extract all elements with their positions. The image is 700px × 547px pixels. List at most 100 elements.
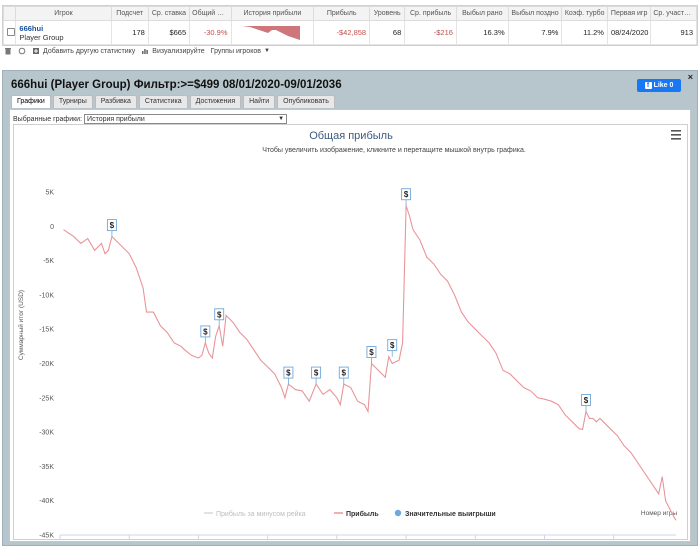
col-header-avg-profit[interactable]: Ср. прибыль bbox=[404, 6, 457, 21]
col-header-avg-entrants[interactable]: Ср. участник bbox=[650, 6, 697, 21]
big-win-marker[interactable]: $ bbox=[387, 339, 398, 357]
trash-icon bbox=[5, 48, 11, 55]
y-tick-label: -15K bbox=[39, 327, 54, 334]
player-groups-dropdown[interactable]: Группы игроков ▼ bbox=[211, 48, 270, 55]
big-win-marker-label: $ bbox=[203, 327, 208, 336]
close-icon[interactable]: × bbox=[687, 72, 693, 82]
big-win-marker[interactable]: $ bbox=[401, 188, 412, 206]
big-win-marker[interactable]: $ bbox=[106, 219, 117, 237]
y-tick-label: 5K bbox=[45, 190, 54, 197]
big-win-marker-label: $ bbox=[584, 396, 589, 405]
legend-label-rake: Прибыль за минусом рейка bbox=[216, 510, 306, 518]
panel-tabs: Графики Турниры Разбивка Статистика Дост… bbox=[11, 95, 335, 108]
big-win-marker-label: $ bbox=[404, 190, 409, 199]
col-header-count[interactable]: Подсчет bbox=[110, 6, 149, 21]
col-header-profit-history[interactable]: История прибыли bbox=[230, 6, 315, 21]
row-checkbox[interactable] bbox=[7, 27, 15, 36]
series-line-profit[interactable] bbox=[63, 205, 677, 521]
series-layer bbox=[63, 205, 677, 521]
profit-chart[interactable]: Общая прибыль Чтобы увеличить изображени… bbox=[13, 124, 689, 547]
add-stats-button[interactable]: Добавить другую статистику bbox=[32, 47, 135, 55]
legend-item-profit[interactable]: Прибыль bbox=[334, 510, 379, 518]
tab-find[interactable]: Найти bbox=[243, 95, 276, 108]
player-cell[interactable]: 666hui Player Group bbox=[15, 20, 112, 45]
chart-select-label: Выбранные графики: bbox=[13, 115, 83, 123]
cell-count: 178 bbox=[110, 20, 149, 45]
cell-late-exit: 7.9% bbox=[507, 20, 563, 45]
big-win-marker[interactable]: $ bbox=[214, 308, 225, 326]
player-group: Player Group bbox=[19, 32, 64, 42]
tab-achievements[interactable]: Достижения bbox=[189, 95, 242, 108]
y-tick-label: -35K bbox=[39, 464, 54, 471]
tab-statistics[interactable]: Статистика bbox=[138, 95, 188, 108]
big-win-marker[interactable]: $ bbox=[311, 366, 322, 385]
col-header-avg-stake[interactable]: Ср. ставка bbox=[147, 6, 191, 21]
chart-title: Общая прибыль bbox=[309, 130, 393, 142]
big-win-marker[interactable]: $ bbox=[283, 366, 294, 385]
player-groups-label: Группы игроков bbox=[210, 47, 261, 55]
legend-item-big-wins[interactable]: Значительные выигрыши bbox=[394, 509, 496, 518]
panel-body: Выбранные графики: История прибыли ▼ Общ… bbox=[9, 109, 691, 547]
facebook-like-button[interactable]: f Like 0 bbox=[637, 79, 681, 92]
chart-select-value: История прибыли bbox=[87, 115, 145, 123]
chart-select[interactable]: История прибыли ▼ bbox=[84, 114, 288, 124]
cell-avg-profit: -$216 bbox=[404, 20, 457, 45]
row-checkbox-cell[interactable] bbox=[2, 20, 17, 45]
cell-first-game: 08/24/2020 bbox=[606, 20, 652, 45]
cell-avg-stake: $665 bbox=[147, 20, 191, 45]
cell-profit: -$42,858 bbox=[313, 20, 371, 45]
big-win-markers: $ $ $ $ $ $ $ $ $ $ bbox=[106, 188, 591, 412]
col-header-roi[interactable]: Общий ROI bbox=[189, 6, 232, 21]
legend-label-big-wins: Значительные выигрыши bbox=[405, 511, 496, 518]
big-win-marker-label: $ bbox=[286, 369, 291, 378]
y-tick-label: -5K bbox=[43, 258, 54, 265]
col-header-player[interactable]: Игрок bbox=[15, 6, 112, 21]
cell-avg-entrants: 913 bbox=[650, 20, 697, 45]
y-axis-label: Суммарный итог (USD) bbox=[17, 290, 25, 360]
stats-header-row: Игрок Подсчет Ср. ставка Общий ROI Истор… bbox=[2, 6, 697, 21]
player-name[interactable]: 666hui bbox=[19, 23, 44, 33]
big-win-marker-label: $ bbox=[217, 310, 222, 319]
facebook-like-label: Like 0 bbox=[653, 82, 674, 89]
refresh-button[interactable] bbox=[18, 47, 26, 55]
y-tick-label: 0 bbox=[50, 224, 54, 231]
table-toolbar: Добавить другую статистику Визуализируйт… bbox=[4, 45, 270, 57]
chart-icon bbox=[142, 49, 149, 54]
tab-publish[interactable]: Опубликовать bbox=[277, 95, 335, 108]
table-row[interactable]: 666hui Player Group 178 $665 -30.9% -$42… bbox=[2, 20, 697, 45]
tab-charts[interactable]: Графики bbox=[11, 95, 51, 108]
y-tick-label: -40K bbox=[39, 498, 54, 505]
panel-title: 666hui (Player Group) Фильтр:>=$499 08/0… bbox=[11, 79, 342, 91]
chevron-down-icon: ▼ bbox=[263, 48, 270, 54]
tab-breakdown[interactable]: Разбивка bbox=[94, 95, 137, 108]
big-win-marker[interactable]: $ bbox=[200, 325, 211, 343]
add-stats-label: Добавить другую статистику bbox=[43, 47, 136, 55]
big-win-marker-label: $ bbox=[342, 369, 347, 378]
big-win-marker-label: $ bbox=[390, 341, 395, 350]
col-header-first-game[interactable]: Первая игр bbox=[606, 6, 652, 21]
cell-turbo: 11.2% bbox=[561, 20, 608, 45]
legend-item-rake[interactable]: Прибыль за минусом рейка bbox=[204, 510, 306, 518]
y-tick-label: -25K bbox=[39, 395, 54, 402]
chevron-down-icon: ▼ bbox=[278, 116, 285, 122]
y-tick-label: -20K bbox=[39, 361, 54, 368]
big-win-marker[interactable]: $ bbox=[338, 366, 349, 385]
profit-sparkline bbox=[242, 25, 301, 40]
col-header-level[interactable]: Уровень bbox=[369, 6, 406, 21]
x-axis-ticks: 020406080100120140160 bbox=[58, 534, 676, 547]
col-header-early-exit[interactable]: Выбыл рано bbox=[455, 6, 509, 21]
big-win-marker[interactable]: $ bbox=[366, 346, 377, 364]
visualize-button[interactable]: Визуализируйте bbox=[141, 47, 205, 55]
delete-button[interactable] bbox=[4, 47, 12, 55]
col-header-turbo[interactable]: Коэф. турбо bbox=[561, 6, 608, 21]
menu-icon[interactable] bbox=[671, 130, 681, 140]
col-header-profit[interactable]: Прибыль bbox=[313, 6, 371, 21]
big-win-marker-label: $ bbox=[110, 221, 115, 230]
tab-tournaments[interactable]: Турниры bbox=[52, 95, 93, 108]
profit-chart-svg[interactable]: Общая прибыль Чтобы увеличить изображени… bbox=[14, 125, 689, 547]
visualize-label: Визуализируйте bbox=[152, 47, 205, 55]
cell-roi: -30.9% bbox=[189, 20, 232, 45]
col-header-late-exit[interactable]: Выбыл поздно bbox=[507, 6, 563, 21]
facebook-icon: f bbox=[644, 82, 652, 89]
big-win-marker[interactable]: $ bbox=[581, 394, 591, 412]
